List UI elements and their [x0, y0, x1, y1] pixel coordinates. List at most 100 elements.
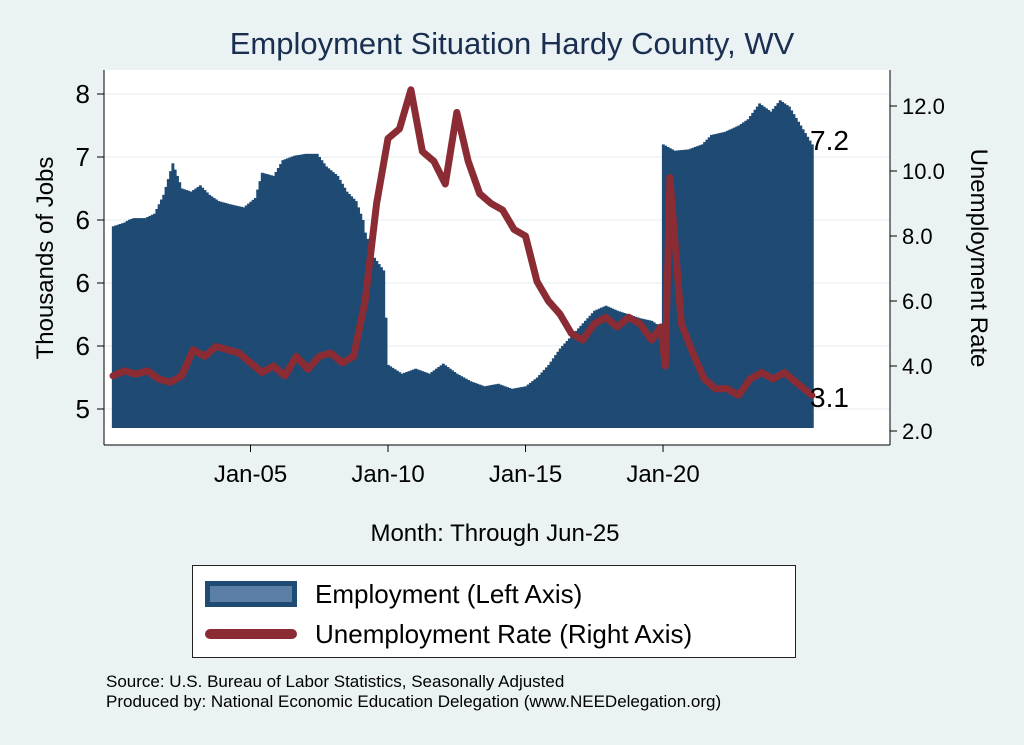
- employment-bar: [542, 369, 546, 428]
- employment-bar: [758, 103, 762, 428]
- employment-bar: [329, 170, 333, 429]
- employment-bar: [643, 319, 647, 428]
- employment-bar: [208, 194, 211, 428]
- employment-bar: [508, 388, 512, 428]
- employment-bar: [111, 226, 115, 428]
- employment-bar: [274, 171, 278, 428]
- x-tick-label: Jan-05: [214, 461, 287, 488]
- employment-bar: [801, 129, 805, 428]
- employment-bar: [460, 376, 464, 428]
- employment-bar: [331, 172, 335, 428]
- employment-bar: [464, 378, 468, 428]
- employment-bar: [730, 128, 734, 428]
- employment-bar: [315, 153, 319, 428]
- employment-bar: [375, 260, 379, 428]
- employment-bar: [755, 106, 759, 428]
- employment-bar: [732, 127, 736, 428]
- employment-bar: [205, 192, 209, 428]
- employment-bar: [178, 182, 182, 428]
- employment-bar: [719, 132, 723, 428]
- employment-bar: [483, 386, 487, 428]
- employment-bar: [737, 125, 741, 428]
- employment-bar: [728, 129, 732, 428]
- employment-bar: [393, 369, 397, 428]
- employment-bar: [567, 338, 571, 428]
- employment-bar: [221, 202, 225, 428]
- employment-bar: [700, 144, 704, 428]
- employment-bar: [723, 131, 727, 429]
- employment-bar: [272, 175, 276, 428]
- employment-bar: [673, 150, 677, 428]
- employment-bar: [322, 163, 326, 429]
- employment-bar: [189, 191, 193, 428]
- employment-bar: [125, 220, 129, 428]
- employment-bar: [746, 119, 750, 428]
- employment-bar: [341, 183, 344, 428]
- employment-bar: [166, 179, 170, 428]
- employment-bar: [760, 105, 764, 428]
- employment-bar: [547, 364, 551, 428]
- employment-bar: [290, 156, 294, 428]
- employment-bar: [625, 313, 629, 428]
- employment-bar: [471, 382, 475, 428]
- employment-bar: [123, 222, 127, 428]
- employment-bar: [444, 365, 448, 428]
- employment-bar: [263, 173, 266, 428]
- employment-bar: [595, 309, 599, 428]
- employment-bar: [512, 388, 516, 428]
- produced-by-line: Produced by: National Economic Education…: [106, 692, 722, 711]
- employment-bar: [657, 325, 661, 428]
- employment-bar: [295, 155, 299, 429]
- employment-bar: [593, 310, 597, 428]
- employment-bar: [453, 372, 457, 428]
- source-line: Source: U.S. Bureau of Labor Statistics,…: [106, 672, 565, 691]
- employment-bar: [235, 205, 239, 428]
- legend: Employment (Left Axis) Unemployment Rate…: [192, 565, 796, 658]
- employment-bar: [155, 208, 159, 428]
- employment-bar: [288, 157, 292, 428]
- y-right-tick-label: 8.0: [902, 224, 933, 249]
- employment-bar: [655, 323, 658, 428]
- employment-bar: [517, 387, 521, 428]
- employment-bar: [535, 377, 539, 428]
- employment-bar: [150, 214, 154, 428]
- employment-bar: [233, 205, 237, 428]
- source-note: Source: U.S. Bureau of Labor Statistics,…: [106, 672, 721, 712]
- employment-bar: [648, 320, 652, 428]
- employment-bar: [203, 190, 207, 428]
- employment-bar: [201, 187, 205, 428]
- employment-bar: [705, 139, 709, 429]
- employment-bar: [581, 323, 585, 428]
- employment-bar: [286, 158, 289, 428]
- x-tick-label: Jan-10: [351, 461, 424, 488]
- x-tick-label: Jan-20: [626, 461, 699, 488]
- employment-bar: [600, 307, 603, 428]
- employment-bar: [650, 320, 654, 428]
- employment-bar: [526, 384, 530, 428]
- y-right-tick-label: 4.0: [902, 354, 933, 379]
- employment-bar: [324, 166, 328, 428]
- employment-bar: [173, 169, 177, 428]
- employment-bar: [311, 153, 315, 428]
- employment-bar: [572, 333, 576, 428]
- employment-bar: [494, 384, 498, 428]
- employment-bar: [217, 201, 221, 428]
- employment-bar: [283, 159, 287, 428]
- employment-bar: [551, 358, 555, 428]
- employment-bar: [347, 194, 351, 428]
- employment-bar: [490, 385, 493, 428]
- employment-bar: [137, 218, 140, 428]
- employment-bar: [554, 355, 558, 428]
- employment-bar: [570, 335, 574, 428]
- employment-bar: [799, 125, 803, 428]
- employment-bar: [407, 371, 411, 428]
- employment-bar: [604, 305, 608, 428]
- employment-bar: [276, 168, 280, 428]
- employment-bar: [313, 153, 317, 428]
- employment-bar: [519, 387, 523, 428]
- employment-bar: [400, 373, 404, 428]
- x-tick-label: Jan-15: [489, 461, 562, 488]
- legend-swatch-employment: [205, 581, 297, 607]
- employment-bar: [180, 188, 184, 428]
